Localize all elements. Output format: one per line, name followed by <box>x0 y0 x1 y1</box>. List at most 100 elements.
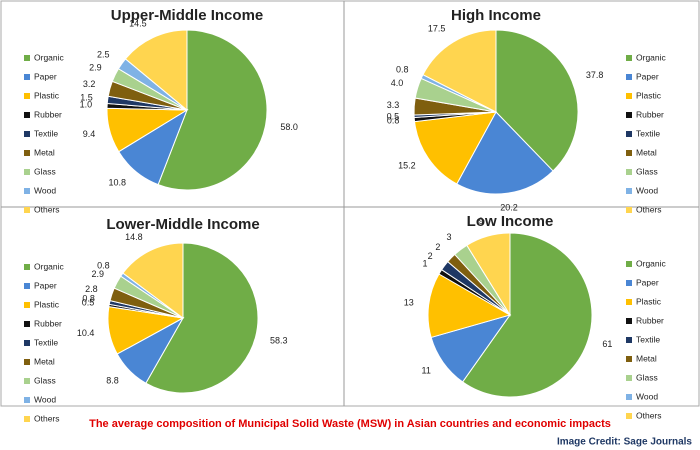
legend-label: Paper <box>34 71 57 81</box>
legend-swatch <box>626 299 632 305</box>
data-label: 2.5 <box>97 49 110 59</box>
data-label: 10.4 <box>77 328 95 338</box>
data-label: 17.5 <box>428 24 446 34</box>
data-label: 20.2 <box>500 202 518 212</box>
chart-title: Upper-Middle Income <box>111 7 264 24</box>
legend-swatch <box>24 188 30 194</box>
legend-swatch <box>24 283 30 289</box>
pie-slice <box>122 242 184 319</box>
legend-swatch <box>24 131 30 137</box>
legend-label: Plastic <box>636 90 662 100</box>
data-label: 3.2 <box>83 79 96 89</box>
data-label: 0.8 <box>82 294 95 304</box>
legend-label: Metal <box>34 356 55 366</box>
legend-label: Glass <box>34 375 56 385</box>
pie-slice <box>456 111 554 195</box>
legend-swatch <box>626 55 632 61</box>
legend-swatch <box>626 280 632 286</box>
pie-slice <box>427 273 512 339</box>
legend-label: Organic <box>34 52 65 62</box>
legend-label: Textile <box>636 334 660 344</box>
legend-swatch <box>626 74 632 80</box>
legend-label: Paper <box>636 71 659 81</box>
data-label: 2.8 <box>85 284 98 294</box>
data-label: 0.8 <box>97 260 110 270</box>
legend-label: Rubber <box>34 109 62 119</box>
legend-label: Others <box>34 413 60 423</box>
data-label: 1 <box>423 258 428 268</box>
pie-slice <box>124 29 188 112</box>
legend-swatch <box>626 150 632 156</box>
data-label: 9 <box>478 216 483 226</box>
legend-swatch <box>626 112 632 118</box>
data-label: 13 <box>404 297 414 307</box>
data-label: 8.8 <box>106 375 119 385</box>
data-label: 58.0 <box>280 122 298 132</box>
legend-label: Rubber <box>636 109 664 119</box>
legend-label: Plastic <box>636 296 662 306</box>
pie-slice <box>422 29 497 113</box>
legend-swatch <box>24 378 30 384</box>
chart-title: High Income <box>451 7 541 24</box>
legend-label: Textile <box>34 128 58 138</box>
legend-label: Metal <box>34 147 55 157</box>
data-label: 15.2 <box>398 161 416 171</box>
data-label: 14.8 <box>125 232 143 242</box>
data-label: 3 <box>447 232 452 242</box>
frame <box>0 0 700 407</box>
legend-swatch <box>24 340 30 346</box>
legend-label: Others <box>34 204 60 214</box>
data-label: 1.0 <box>80 99 93 109</box>
legend-swatch <box>626 188 632 194</box>
legend-swatch <box>24 264 30 270</box>
legend-swatch <box>24 321 30 327</box>
legend-swatch <box>24 207 30 213</box>
legend-label: Metal <box>636 147 657 157</box>
data-label: 9.4 <box>83 129 96 139</box>
legend-swatch <box>24 150 30 156</box>
legend-label: Rubber <box>636 315 664 325</box>
pie-slice <box>414 111 497 185</box>
legend-swatch <box>626 337 632 343</box>
caption: The average composition of Municipal Sol… <box>89 418 611 430</box>
legend-label: Glass <box>636 372 658 382</box>
data-label: 2 <box>428 251 433 261</box>
legend-swatch <box>24 416 30 422</box>
data-label: 58.3 <box>270 335 288 345</box>
pie-slice <box>157 29 268 191</box>
chart-title: Lower-Middle Income <box>106 216 259 233</box>
legend-swatch <box>626 131 632 137</box>
legend-label: Wood <box>636 185 658 195</box>
legend-label: Textile <box>636 128 660 138</box>
legend-swatch <box>626 413 632 419</box>
legend-label: Others <box>636 410 662 420</box>
legend-label: Paper <box>636 277 659 287</box>
data-label: 0.5 <box>387 111 400 121</box>
legend-swatch <box>24 74 30 80</box>
legend-label: Plastic <box>34 90 60 100</box>
data-label: 2.9 <box>92 269 105 279</box>
data-label: 1.5 <box>80 92 93 102</box>
data-label: 0.5 <box>82 297 95 307</box>
data-label: 14.5 <box>129 18 147 28</box>
legend-swatch <box>626 261 632 267</box>
legend-swatch <box>24 55 30 61</box>
legend-label: Textile <box>34 337 58 347</box>
legend-label: Paper <box>34 280 57 290</box>
legend-swatch <box>626 394 632 400</box>
legend-swatch <box>24 359 30 365</box>
legend-swatch <box>626 375 632 381</box>
legend-label: Organic <box>636 52 667 62</box>
legend-swatch <box>24 397 30 403</box>
legend-swatch <box>626 93 632 99</box>
data-label: 2.9 <box>89 63 102 73</box>
legend-label: Organic <box>34 261 65 271</box>
legend-swatch <box>24 93 30 99</box>
legend-label: Wood <box>34 394 56 404</box>
data-label: 37.8 <box>586 70 604 80</box>
legend-swatch <box>24 112 30 118</box>
credit: Image Credit: Sage Journals <box>557 437 692 448</box>
data-label: 11 <box>421 365 430 375</box>
data-label: 10.8 <box>109 177 127 187</box>
